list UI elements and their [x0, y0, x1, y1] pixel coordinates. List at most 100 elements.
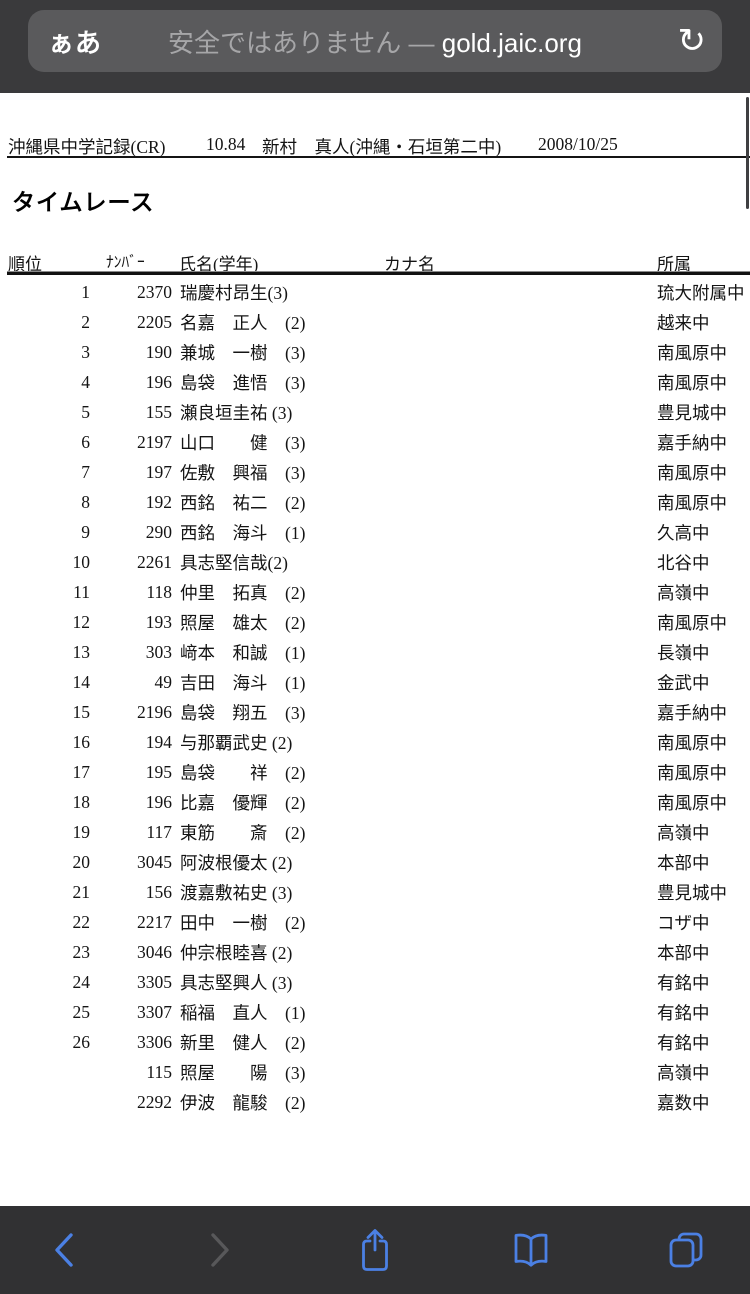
table-row: 15 2196 島袋 翔五 (3) 嘉手納中	[0, 697, 750, 727]
bookmarks-button[interactable]	[505, 1222, 557, 1278]
club-cell: 有銘中	[657, 1002, 710, 1023]
number-cell: 2196	[137, 701, 172, 722]
column-header-rank: 順位	[8, 255, 42, 274]
name-cell: 具志堅信哉(2)	[180, 552, 288, 573]
name-cell: 仲宗根睦喜 (2)	[180, 942, 293, 963]
table-row: 20 3045 阿波根優太 (2) 本部中	[0, 847, 750, 877]
club-cell: 豊見城中	[657, 402, 727, 423]
record-label: 沖縄県中学記録(CR)	[8, 137, 166, 157]
name-cell: 阿波根優太 (2)	[180, 852, 293, 873]
number-cell: 155	[145, 401, 172, 422]
club-cell: 嘉手納中	[657, 702, 727, 723]
club-cell: 高嶺中	[657, 822, 710, 843]
club-cell: 有銘中	[657, 1032, 710, 1053]
column-header-name: 氏名(学年)	[179, 255, 259, 274]
number-cell: 3306	[137, 1031, 172, 1052]
record-mark: 10.84	[206, 134, 246, 154]
rank-cell: 8	[81, 491, 90, 512]
rank-cell: 17	[72, 761, 91, 782]
number-cell: 156	[145, 881, 172, 902]
record-date: 2008/10/25	[538, 134, 618, 154]
table-row: 14 49 吉田 海斗 (1) 金武中	[0, 667, 750, 697]
number-cell: 196	[145, 371, 172, 392]
web-page-content: 沖縄県中学記録(CR) 10.84 新村 真人(沖縄・石垣第二中) 2008/1…	[0, 93, 750, 1206]
number-cell: 3307	[137, 1001, 172, 1022]
name-cell: 名嘉 正人 (2)	[180, 312, 306, 333]
club-cell: 北谷中	[657, 552, 710, 573]
table-row: 5 155 瀬良垣圭祐 (3) 豊見城中	[0, 397, 750, 427]
number-cell: 303	[145, 641, 172, 662]
club-cell: 嘉数中	[657, 1092, 710, 1113]
name-cell: 島袋 翔五 (3)	[180, 702, 306, 723]
rank-cell: 10	[72, 551, 91, 572]
club-cell: 本部中	[657, 852, 710, 873]
name-cell: 佐敷 興福 (3)	[180, 462, 306, 483]
club-cell: 金武中	[657, 672, 710, 693]
club-cell: 越来中	[657, 312, 710, 333]
rank-cell: 26	[72, 1031, 91, 1052]
table-row: 11 118 仲里 拓真 (2) 高嶺中	[0, 577, 750, 607]
number-cell: 196	[145, 791, 172, 812]
browser-top-bar: ぁあ 安全ではありません — gold.jaic.org ↻	[0, 0, 750, 93]
table-row: 26 3306 新里 健人 (2) 有銘中	[0, 1027, 750, 1057]
number-cell: 2261	[137, 551, 172, 572]
address-bar[interactable]: ぁあ 安全ではありません — gold.jaic.org ↻	[28, 10, 722, 72]
open-book-icon	[509, 1230, 553, 1270]
rank-cell: 25	[72, 1001, 91, 1022]
rank-cell: 16	[72, 731, 91, 752]
table-row: 2292 伊波 龍駿 (2) 嘉数中	[0, 1087, 750, 1117]
table-row: 7 197 佐敷 興福 (3) 南風原中	[0, 457, 750, 487]
rank-cell: 7	[81, 461, 90, 482]
security-warning-label: 安全ではありません	[168, 27, 402, 58]
name-cell: 照屋 雄太 (2)	[180, 612, 306, 633]
reload-icon[interactable]: ↻	[677, 21, 707, 61]
number-cell: 117	[146, 821, 172, 842]
share-button[interactable]	[349, 1222, 401, 1278]
name-cell: 仲里 拓真 (2)	[180, 582, 306, 603]
table-header-underline	[7, 271, 750, 275]
column-header-club: 所属	[657, 255, 691, 274]
share-icon	[356, 1227, 394, 1273]
table-row: 25 3307 稲福 直人 (1) 有銘中	[0, 997, 750, 1027]
club-cell: 南風原中	[657, 732, 727, 753]
club-cell: 久高中	[657, 522, 710, 543]
table-row: 22 2217 田中 一樹 (2) コザ中	[0, 907, 750, 937]
club-cell: コザ中	[657, 912, 710, 933]
results-rows: 1 2370 瑞慶村昂生(3) 琉大附属中 2 2205 名嘉 正人 (2) 越…	[0, 277, 750, 1117]
rank-cell: 15	[72, 701, 91, 722]
scrollbar-indicator	[746, 97, 749, 209]
rank-cell: 12	[72, 611, 91, 632]
rank-cell: 23	[72, 941, 91, 962]
number-cell: 2205	[137, 311, 172, 332]
club-cell: 南風原中	[657, 462, 727, 483]
record-holder: 新村 真人(沖縄・石垣第二中)	[262, 137, 502, 157]
number-cell: 192	[145, 491, 172, 512]
name-cell: 渡嘉敷祐史 (3)	[180, 882, 293, 903]
name-cell: 山口 健 (3)	[180, 432, 306, 453]
column-header-number: ﾅﾝﾊﾞｰ	[106, 254, 145, 271]
table-row: 3 190 兼城 一樹 (3) 南風原中	[0, 337, 750, 367]
club-cell: 嘉手納中	[657, 432, 727, 453]
rank-cell: 21	[72, 881, 91, 902]
table-row: 12 193 照屋 雄太 (2) 南風原中	[0, 607, 750, 637]
number-cell: 2370	[137, 281, 172, 302]
name-cell: 比嘉 優輝 (2)	[180, 792, 306, 813]
table-row: 16 194 与那覇武史 (2) 南風原中	[0, 727, 750, 757]
reader-options-button[interactable]: ぁあ	[48, 27, 103, 58]
club-cell: 南風原中	[657, 792, 727, 813]
club-cell: 本部中	[657, 942, 710, 963]
table-row: 17 195 島袋 祥 (2) 南風原中	[0, 757, 750, 787]
table-row: 19 117 東筋 斎 (2) 高嶺中	[0, 817, 750, 847]
club-cell: 南風原中	[657, 342, 727, 363]
number-cell: 195	[145, 761, 172, 782]
rank-cell: 4	[81, 371, 90, 392]
number-cell: 197	[145, 461, 172, 482]
club-cell: 南風原中	[657, 762, 727, 783]
club-cell: 豊見城中	[657, 882, 727, 903]
tabs-button[interactable]	[660, 1222, 712, 1278]
back-button[interactable]	[38, 1222, 90, 1278]
rank-cell: 2	[81, 311, 90, 332]
forward-button[interactable]	[194, 1222, 246, 1278]
column-header-kana: カナ名	[384, 255, 435, 274]
